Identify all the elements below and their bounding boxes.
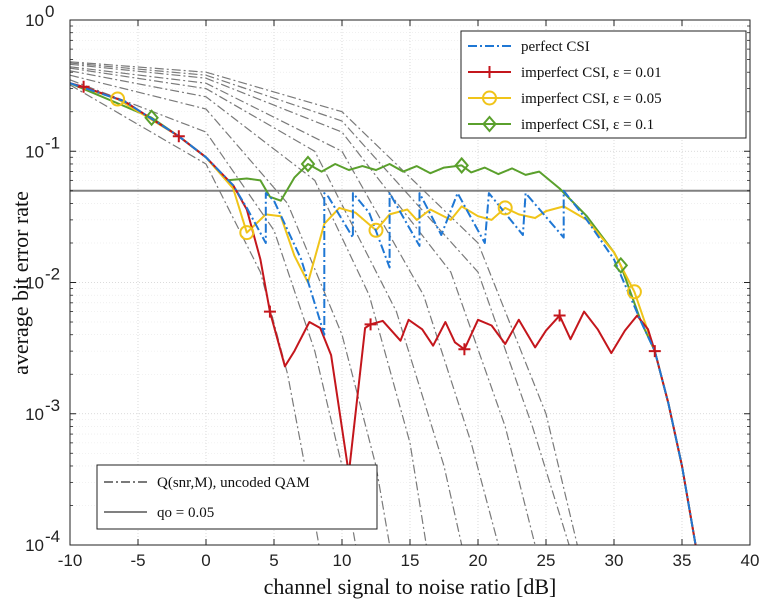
x-tick-label: 20 xyxy=(469,551,488,570)
legend-main-box xyxy=(460,30,747,139)
legend-label: imperfect CSI, ε = 0.05 xyxy=(521,91,662,107)
series-marker-2 xyxy=(239,225,255,241)
series-marker-2 xyxy=(626,284,642,300)
y-axis-label: average bit error rate xyxy=(8,191,33,375)
qam-curve xyxy=(69,62,570,546)
x-tick-label: -10 xyxy=(58,551,83,570)
legend-main: perfect CSI imperfect CSI, ε = 0.01 imperf… xyxy=(460,30,747,139)
legend-marker xyxy=(483,66,496,78)
y-tick-base: 10 xyxy=(25,536,44,555)
series-marker-3 xyxy=(454,156,469,174)
qam-curve xyxy=(69,79,357,546)
series-marker-1 xyxy=(172,130,185,143)
legend-entry: perfect CSI xyxy=(468,39,590,55)
y-tick-base: 10 xyxy=(25,405,44,424)
y-tick-base: 10 xyxy=(25,274,44,293)
y-tick-label: 10 0 xyxy=(25,2,54,30)
x-tick-label: 10 xyxy=(333,551,352,570)
legend-entry: imperfect CSI, ε = 0.01 xyxy=(468,65,662,81)
series-marker-2 xyxy=(110,91,126,107)
series-marker-3 xyxy=(613,256,629,274)
legend-label: qo = 0.05 xyxy=(157,505,214,521)
x-tick-label: 35 xyxy=(673,551,692,570)
legend-secondary: Q(snr,M), uncoded QAM qo = 0.05 xyxy=(96,464,378,530)
x-tick-label: 5 xyxy=(269,551,278,570)
series-marker-1 xyxy=(648,345,661,358)
series-group xyxy=(69,82,697,546)
axis-ticks xyxy=(69,19,751,546)
x-tick-label: -5 xyxy=(130,551,145,570)
legend-marker xyxy=(482,90,497,106)
x-tick-label: 25 xyxy=(537,551,556,570)
y-tick-exponent: -4 xyxy=(45,527,60,546)
y-tick-exponent: 0 xyxy=(45,2,54,21)
series-marker-2 xyxy=(497,200,513,216)
y-tick-label: 10 -1 xyxy=(25,133,60,161)
x-tick-label: 0 xyxy=(201,551,210,570)
legend-secondary-box xyxy=(96,464,378,530)
series-marker-1 xyxy=(458,343,471,356)
series-marker-3 xyxy=(144,109,159,127)
series-marker-1 xyxy=(77,80,90,93)
y-tick-exponent: -1 xyxy=(45,133,60,152)
qam-curve xyxy=(69,70,427,546)
series-marker-2 xyxy=(368,222,384,238)
legend-label: imperfect CSI, ε = 0.1 xyxy=(521,117,654,133)
series-marker-1 xyxy=(553,309,566,322)
series-line-1 xyxy=(69,82,697,546)
legend-entry: Q(snr,M), uncoded QAM xyxy=(104,475,310,491)
legend-entry: qo = 0.05 xyxy=(104,505,214,521)
y-tick-label: 10 -4 xyxy=(25,527,60,555)
qam-curve xyxy=(69,66,499,546)
legend-label: perfect CSI xyxy=(521,39,590,55)
y-tick-base: 10 xyxy=(25,142,44,161)
y-tick-exponent: -3 xyxy=(45,396,60,415)
markers-group xyxy=(77,80,661,358)
y-tick-base: 10 xyxy=(25,11,44,30)
legend-entry: imperfect CSI, ε = 0.05 xyxy=(468,90,662,107)
series-marker-1 xyxy=(364,318,377,331)
legend-marker xyxy=(482,115,497,133)
y-tick-label: 10 -2 xyxy=(25,265,60,293)
qam-curve xyxy=(69,67,463,546)
y-tick-exponent: -2 xyxy=(45,265,60,284)
y-tick-label: 10 -3 xyxy=(25,396,60,424)
x-axis-label: channel signal to noise ratio [dB] xyxy=(264,574,557,599)
legend-label: imperfect CSI, ε = 0.01 xyxy=(521,65,662,81)
qam-curve xyxy=(69,74,391,546)
legend-entry: imperfect CSI, ε = 0.1 xyxy=(468,115,654,133)
x-tick-label: 30 xyxy=(605,551,624,570)
x-tick-label: 40 xyxy=(741,551,760,570)
series-line-0 xyxy=(69,82,697,546)
series-marker-1 xyxy=(263,305,276,318)
series-marker-3 xyxy=(300,155,316,173)
x-tick-labels: -10 -5 0 5 10 15 20 25 30 35 40 xyxy=(58,551,760,570)
x-tick-label: 15 xyxy=(401,551,420,570)
legend-label: Q(snr,M), uncoded QAM xyxy=(157,475,310,491)
